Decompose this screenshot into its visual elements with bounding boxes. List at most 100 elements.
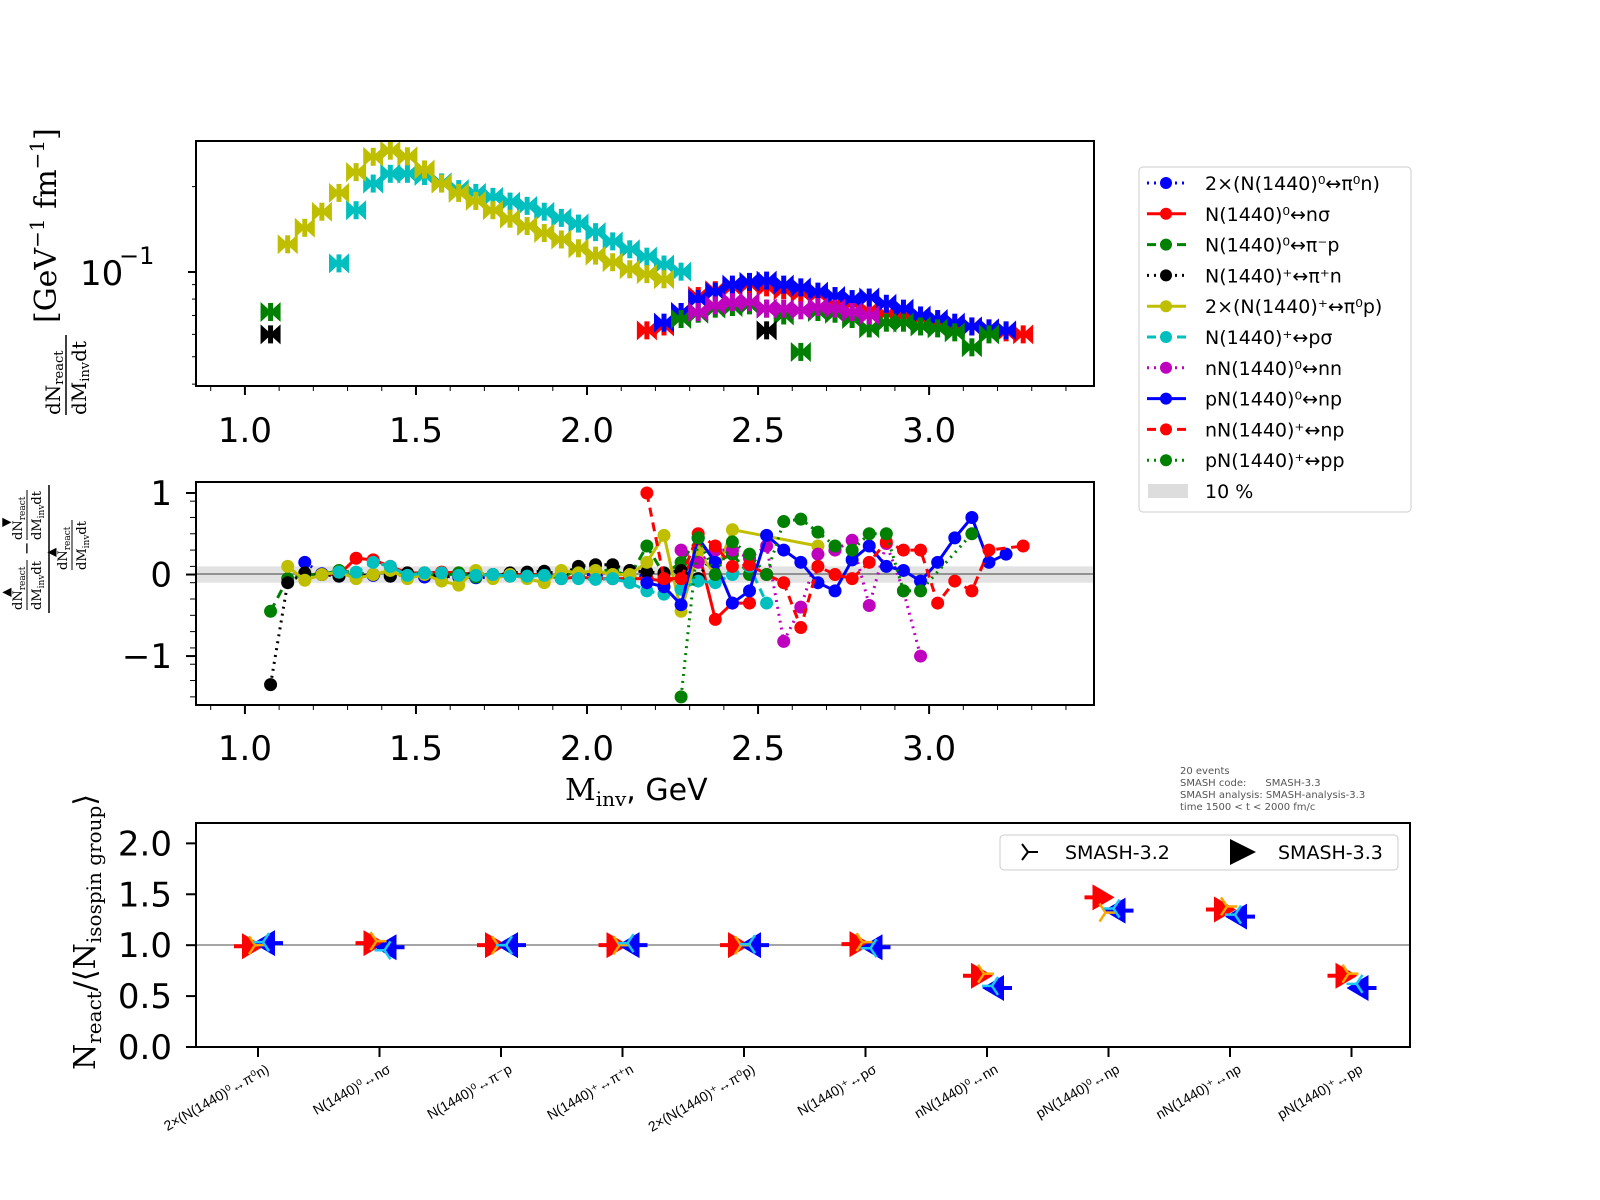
- data-point: [982, 555, 996, 569]
- bowtie-marker: [739, 292, 760, 313]
- data-point: [862, 527, 876, 541]
- data-point: [366, 568, 380, 582]
- xtick-label: 2.0: [560, 729, 614, 769]
- bowtie-marker: [500, 208, 521, 229]
- bowtie-marker: [619, 239, 640, 260]
- data-point: [862, 555, 876, 569]
- xtick-label: 1.0: [218, 411, 272, 451]
- data-point: [862, 539, 876, 553]
- ytick-label-exp: −1: [119, 242, 154, 270]
- bowtie-marker: [465, 190, 486, 211]
- marker-swatch: [1160, 361, 1172, 374]
- data-point: [418, 566, 432, 580]
- isospin-marker: [374, 940, 392, 960]
- isospin-marker: [1346, 974, 1377, 1001]
- legend-label: nN(1440)⁰↔nn: [1205, 358, 1342, 380]
- marker-swatch: [1160, 300, 1172, 313]
- data-point: [383, 559, 397, 573]
- data-point: [777, 543, 791, 557]
- data-point: [452, 568, 466, 582]
- category-label: nN(1440)⁰↔nn: [911, 1061, 1000, 1122]
- bowtie-marker: [773, 298, 794, 319]
- bowtie-marker: [602, 231, 623, 252]
- data-point: [965, 527, 979, 541]
- legend: 2×(N(1440)⁰↔π⁰n) N(1440)⁰↔nσ N(1440)⁰↔π⁻p N…: [1138, 166, 1412, 513]
- bowtie-marker: [739, 271, 760, 292]
- data-point: [708, 555, 722, 569]
- legend-label: N(1440)⁺↔pσ: [1205, 327, 1332, 349]
- data-point: [743, 584, 757, 598]
- xtick-label: 2.0: [560, 411, 614, 451]
- bowtie-marker: [294, 217, 315, 238]
- data-point: [811, 525, 825, 539]
- ratio-series: [674, 512, 979, 704]
- legend-label: 2×(N(1440)⁰↔π⁰n): [1205, 173, 1380, 195]
- isospin-marker: [1103, 898, 1121, 919]
- data-point: [332, 565, 346, 579]
- data-point: [743, 558, 757, 572]
- down-triangle-icon: ▼: [0, 517, 13, 527]
- category-label: 2×(N(1440)⁺↔π⁰p): [645, 1061, 757, 1135]
- rate-panel-ylabel: dNreact dMinvdt [GeV−1 fm−1]: [25, 128, 93, 415]
- isospin-marker: [1098, 902, 1116, 923]
- ratio-panel-lines: [264, 486, 1030, 704]
- legend-label: N(1440)⁰↔nσ: [1205, 204, 1330, 226]
- data-point: [931, 596, 945, 610]
- bowtie-marker: [380, 140, 401, 161]
- bowtie-marker: [482, 200, 503, 221]
- bowtie-marker: [500, 191, 521, 212]
- data-point: [315, 568, 329, 582]
- bowtie-marker: [414, 159, 435, 180]
- data-point: [914, 543, 928, 557]
- data-point: [777, 515, 791, 529]
- marker-swatch: [1160, 331, 1172, 343]
- data-point: [725, 535, 739, 549]
- legend-entry: 2×(N(1440)⁺↔π⁰p): [1147, 296, 1382, 318]
- data-point: [452, 578, 466, 592]
- data-point: [349, 565, 363, 579]
- data-point: [743, 596, 757, 610]
- version-legend: SMASH-3.2 SMASH-3.3: [999, 834, 1399, 871]
- isospin-panel-yticks: 0.0 0.5 1.0 1.5 2.0: [118, 824, 196, 1068]
- data-point: [640, 555, 654, 569]
- ylabel-term2: dNreact: [11, 496, 28, 540]
- data-point: [264, 678, 278, 692]
- legend-entry: N(1440)⁺↔pσ: [1147, 327, 1332, 349]
- bowtie-marker: [517, 216, 538, 237]
- ylabel-frac-num: dNreact: [41, 350, 67, 415]
- ylabel-term1-den: dMinvdt: [30, 560, 47, 610]
- bowtie-marker: [551, 229, 572, 250]
- info-line: SMASH code: SMASH-3.3: [1180, 778, 1321, 789]
- series-line: [679, 517, 973, 698]
- ylabel-denominator: dNreact: [56, 526, 73, 570]
- data-point: [606, 558, 620, 572]
- data-point: [298, 573, 312, 587]
- bowtie-marker: [328, 253, 349, 274]
- ratio-series: [674, 533, 928, 663]
- marker-swatch: [1160, 238, 1172, 251]
- data-point: [743, 547, 757, 561]
- data-point: [657, 528, 671, 542]
- bowtie-marker: [363, 146, 384, 167]
- data-point: [760, 568, 774, 582]
- bowtie-marker: [756, 270, 777, 291]
- data-point: [811, 547, 825, 561]
- bowtie-marker: [568, 238, 589, 259]
- bowtie-marker: [534, 201, 555, 222]
- data-point: [435, 566, 449, 580]
- isospin-marker: [496, 935, 514, 955]
- data-point: [828, 539, 842, 553]
- bowtie-marker: [602, 252, 623, 273]
- data-point: [896, 543, 910, 557]
- data-point: [554, 572, 568, 586]
- data-point: [845, 543, 859, 557]
- data-point: [674, 543, 688, 557]
- data-point: [794, 621, 808, 635]
- isospin-marker: [1346, 974, 1364, 994]
- legend-label: 2×(N(1440)⁺↔π⁰p): [1205, 296, 1382, 318]
- isospin-panel-markers: [234, 884, 1377, 1001]
- triangle-right-icon: [1230, 839, 1256, 865]
- isospin-marker: [369, 931, 387, 951]
- data-point: [691, 555, 705, 569]
- isospin-panel-ylabel: Nreact/⟨Nisospin group⟩: [68, 794, 106, 1070]
